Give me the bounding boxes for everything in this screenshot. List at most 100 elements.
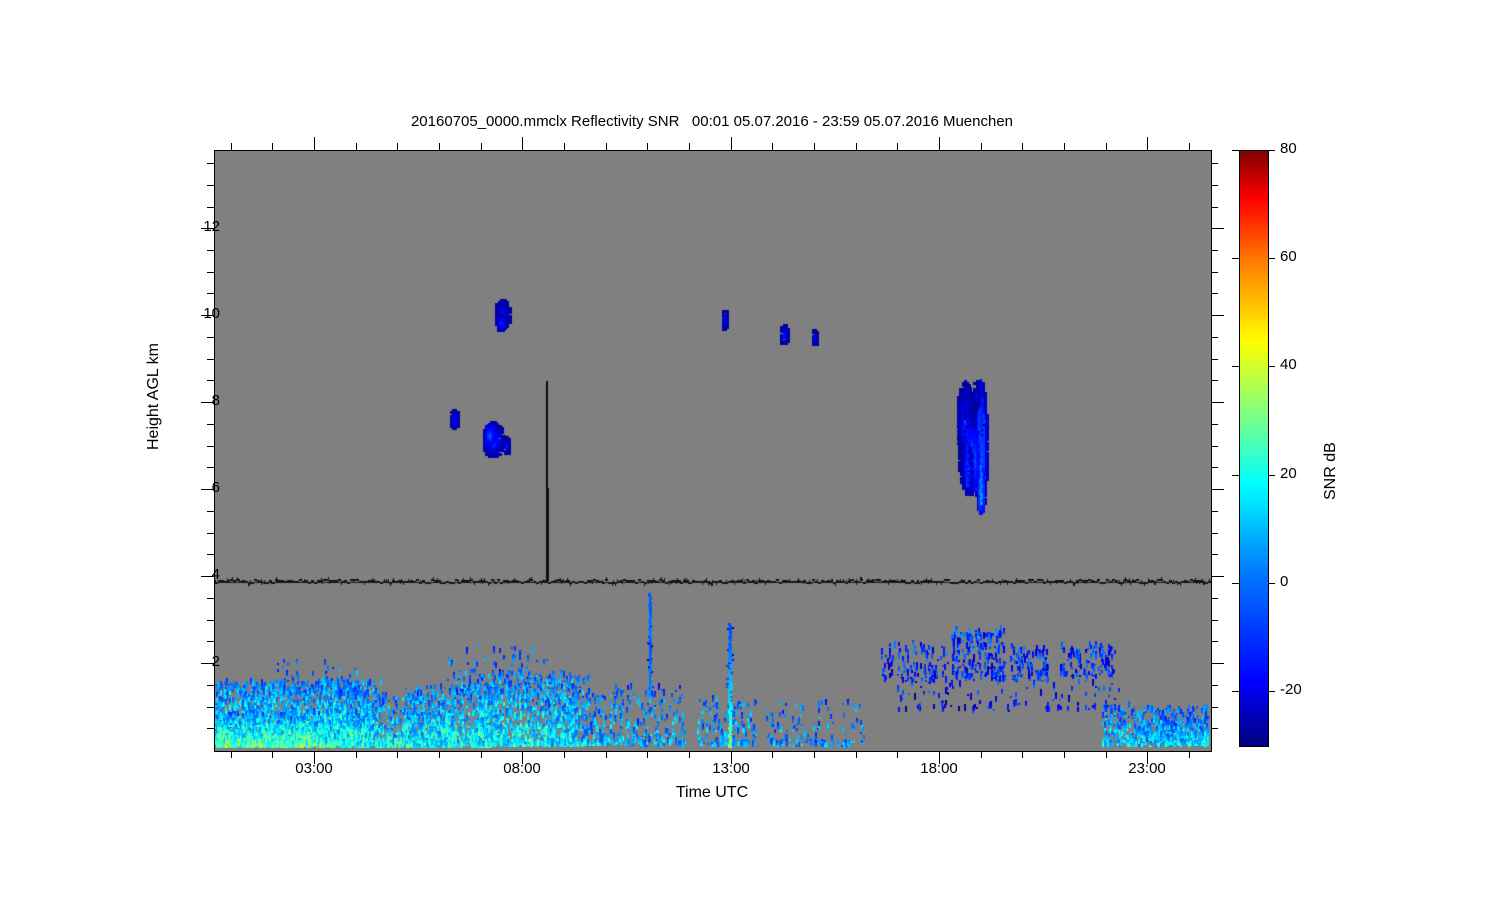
x-tick-label: 03:00 bbox=[295, 760, 333, 777]
colorbar-tick-label: 40 bbox=[1280, 356, 1297, 373]
colorbar-tick bbox=[1268, 691, 1275, 692]
y-tick-minor bbox=[207, 359, 214, 360]
y-tick-right bbox=[1211, 598, 1218, 599]
y-tick-major bbox=[201, 576, 214, 577]
colorbar-tick-inner bbox=[1232, 258, 1239, 259]
x-tick-minor bbox=[856, 751, 857, 758]
x-tick-top bbox=[314, 137, 315, 150]
y-tick-right bbox=[1211, 663, 1224, 664]
y-tick-major bbox=[201, 663, 214, 664]
colorbar-tick-label: -20 bbox=[1280, 681, 1302, 698]
y-tick-right bbox=[1211, 424, 1218, 425]
y-tick-right bbox=[1211, 315, 1224, 316]
x-tick-minor bbox=[231, 751, 232, 758]
colorbar-tick bbox=[1268, 258, 1275, 259]
y-tick-minor bbox=[207, 163, 214, 164]
y-tick-right bbox=[1211, 293, 1218, 294]
y-tick-right bbox=[1211, 576, 1224, 577]
x-tick-major bbox=[731, 751, 732, 764]
x-tick-minor bbox=[481, 751, 482, 758]
x-tick-minor bbox=[981, 751, 982, 758]
colorbar-gradient bbox=[1240, 151, 1268, 746]
x-tick-top bbox=[606, 143, 607, 150]
y-tick-right bbox=[1211, 228, 1224, 229]
x-tick-top bbox=[772, 143, 773, 150]
x-tick-minor bbox=[814, 751, 815, 758]
y-tick-right bbox=[1211, 533, 1218, 534]
x-tick-top bbox=[439, 143, 440, 150]
x-tick-minor bbox=[1064, 751, 1065, 758]
plot-area[interactable] bbox=[214, 150, 1212, 752]
x-tick-minor bbox=[689, 751, 690, 758]
y-tick-right bbox=[1211, 163, 1218, 164]
x-tick-top bbox=[481, 143, 482, 150]
colorbar-title: SNR dB bbox=[1322, 442, 1339, 500]
y-tick-right bbox=[1211, 359, 1218, 360]
y-tick-major bbox=[201, 489, 214, 490]
x-tick-minor bbox=[356, 751, 357, 758]
colorbar-tick-label: 80 bbox=[1280, 140, 1297, 157]
y-tick-minor bbox=[207, 207, 214, 208]
colorbar-tick-label: 60 bbox=[1280, 248, 1297, 265]
x-tick-minor bbox=[272, 751, 273, 758]
x-tick-top bbox=[647, 143, 648, 150]
y-tick-right bbox=[1211, 402, 1224, 403]
x-tick-minor bbox=[1022, 751, 1023, 758]
y-tick-right bbox=[1211, 272, 1218, 273]
y-tick-right bbox=[1211, 337, 1218, 338]
y-tick-right bbox=[1211, 620, 1218, 621]
x-tick-major bbox=[522, 751, 523, 764]
y-tick-right bbox=[1211, 446, 1218, 447]
y-axis-title: Height AGL km bbox=[145, 342, 162, 450]
y-tick-minor bbox=[207, 446, 214, 447]
colorbar-tick bbox=[1268, 475, 1275, 476]
x-tick-minor bbox=[606, 751, 607, 758]
y-tick-right bbox=[1211, 380, 1218, 381]
x-tick-label: 23:00 bbox=[1128, 760, 1166, 777]
y-tick-right bbox=[1211, 250, 1218, 251]
y-tick-minor bbox=[207, 685, 214, 686]
x-tick-label: 18:00 bbox=[920, 760, 958, 777]
x-tick-top bbox=[1147, 137, 1148, 150]
x-tick-minor bbox=[897, 751, 898, 758]
x-tick-major bbox=[1147, 751, 1148, 764]
y-tick-minor bbox=[207, 424, 214, 425]
y-tick-label: 6 bbox=[211, 479, 220, 496]
y-tick-major bbox=[201, 315, 214, 316]
colorbar-tick-inner bbox=[1232, 366, 1239, 367]
colorbar[interactable] bbox=[1239, 150, 1269, 747]
x-tick-top bbox=[397, 143, 398, 150]
y-tick-right bbox=[1211, 185, 1218, 186]
x-tick-minor bbox=[772, 751, 773, 758]
y-tick-right bbox=[1211, 207, 1218, 208]
colorbar-tick-inner bbox=[1232, 583, 1239, 584]
y-tick-minor bbox=[207, 641, 214, 642]
y-tick-minor bbox=[207, 467, 214, 468]
x-tick-top bbox=[981, 143, 982, 150]
x-tick-major bbox=[314, 751, 315, 764]
x-tick-top bbox=[272, 143, 273, 150]
x-tick-minor bbox=[1106, 751, 1107, 758]
colorbar-tick bbox=[1268, 366, 1275, 367]
y-tick-minor bbox=[207, 250, 214, 251]
colorbar-tick bbox=[1268, 583, 1275, 584]
x-axis-title: Time UTC bbox=[675, 784, 749, 801]
x-tick-top bbox=[522, 137, 523, 150]
y-tick-major bbox=[201, 228, 214, 229]
x-tick-minor bbox=[564, 751, 565, 758]
x-tick-top bbox=[897, 143, 898, 150]
colorbar-tick-inner bbox=[1232, 475, 1239, 476]
y-tick-minor bbox=[207, 728, 214, 729]
y-tick-major bbox=[201, 402, 214, 403]
colorbar-tick-inner bbox=[1232, 691, 1239, 692]
y-tick-right bbox=[1211, 554, 1218, 555]
x-tick-top bbox=[564, 143, 565, 150]
x-tick-minor bbox=[1189, 751, 1190, 758]
x-tick-top bbox=[1189, 143, 1190, 150]
y-tick-minor bbox=[207, 707, 214, 708]
y-tick-minor bbox=[207, 620, 214, 621]
x-tick-top bbox=[689, 143, 690, 150]
y-tick-minor bbox=[207, 511, 214, 512]
x-tick-top bbox=[814, 143, 815, 150]
colorbar-tick-inner bbox=[1232, 150, 1239, 151]
